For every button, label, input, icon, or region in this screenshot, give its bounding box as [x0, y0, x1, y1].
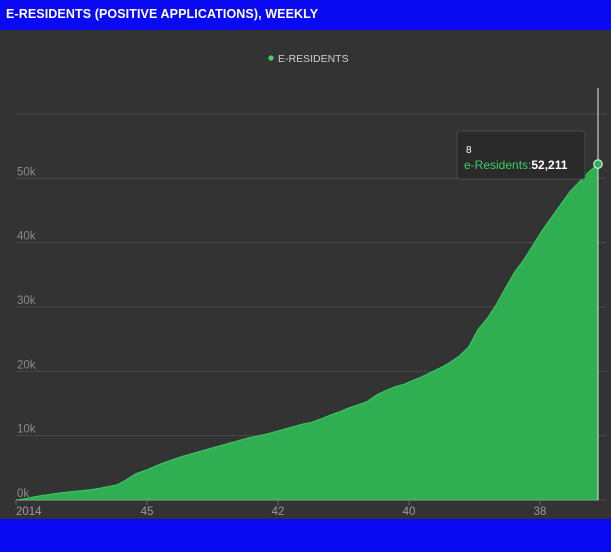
- x-axis: 2014 45 42 40 38: [16, 500, 598, 518]
- x-tick-label: 42: [272, 506, 285, 518]
- y-axis: 0k 10k 20k 30k 40k 50k: [17, 166, 36, 500]
- y-tick-label: 50k: [17, 166, 36, 178]
- legend-marker: [268, 55, 273, 60]
- hover-data-point[interactable]: [594, 160, 602, 168]
- tooltip-week: 8: [466, 145, 472, 156]
- x-tick-label: 38: [534, 506, 547, 518]
- x-tick-label: 2014: [16, 506, 42, 518]
- legend-label: E-RESIDENTS: [278, 53, 349, 65]
- series-area: [16, 164, 598, 500]
- y-tick-label: 20k: [17, 359, 36, 371]
- title-bar: E-RESIDENTS (POSITIVE APPLICATIONS), WEE…: [0, 0, 611, 30]
- x-tick-label: 45: [141, 506, 154, 518]
- area-chart: 0k 10k 20k 30k 40k 50k 2014 45 42 40 38 E-RESIDEN…: [0, 30, 611, 519]
- chart-title: E-RESIDENTS (POSITIVE APPLICATIONS), WEE…: [6, 7, 318, 21]
- y-tick-label: 30k: [17, 295, 36, 307]
- chart-area: 0k 10k 20k 30k 40k 50k 2014 45 42 40 38 E-RESIDEN…: [0, 30, 611, 519]
- legend[interactable]: E-RESIDENTS: [268, 53, 348, 65]
- tooltip-value: 52,211: [531, 158, 567, 172]
- tooltip-series-name: e-Residents: [464, 158, 528, 172]
- tooltip-line: e-Residents:52,211: [464, 158, 568, 172]
- y-tick-label: 10k: [17, 424, 36, 436]
- tooltip: 8 e-Residents:52,211: [457, 131, 585, 179]
- y-tick-label: 40k: [17, 231, 36, 243]
- bottom-bar: [0, 519, 611, 552]
- plot-area: [16, 164, 598, 500]
- x-tick-label: 40: [403, 506, 416, 518]
- y-tick-label: 0k: [17, 488, 29, 500]
